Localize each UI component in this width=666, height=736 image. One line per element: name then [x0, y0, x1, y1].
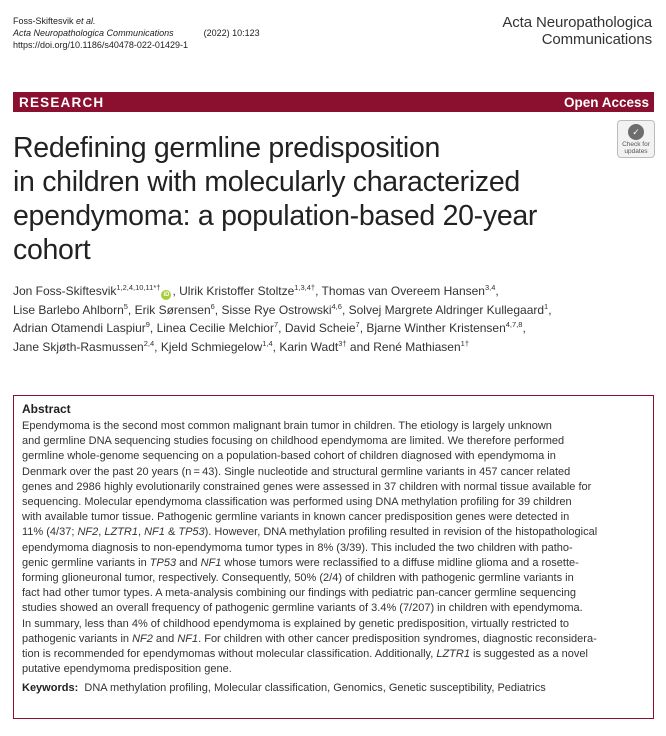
abstract-box: Abstract Ependymoma is the second most c…: [13, 395, 654, 719]
affiliation-sup: 1,4: [262, 338, 273, 348]
author-name[interactable]: , Linea Cecilie Melchior: [149, 321, 274, 335]
author-name[interactable]: , Thomas van Overeem Hansen: [315, 284, 485, 298]
author-name[interactable]: , Erik Sørensen: [127, 302, 211, 317]
affiliation-sup: 1†: [460, 338, 469, 348]
author-name[interactable]: , Karin Wadt: [272, 339, 339, 354]
author-name[interactable]: and René Mathiasen: [346, 339, 461, 354]
article-title: Redefining germline predisposition in ch…: [13, 132, 538, 266]
author-name[interactable]: , Ulrik Kristoffer Stoltze: [172, 284, 295, 298]
author-line: Jon Foss-Skiftesvik1,2,4,10,11*†iD, Ulri…: [13, 282, 653, 301]
abstract-line: studies showed an overall frequency of p…: [22, 602, 583, 615]
author-name[interactable]: ,: [522, 321, 526, 335]
abstract-line: germline whole-genome sequencing on a po…: [22, 450, 556, 463]
affiliation-sup: 7: [273, 320, 279, 329]
check-updates-icon: ✓: [628, 124, 644, 140]
abstract-line: forming glioneuronal tumor, respectively…: [22, 572, 574, 585]
citation-block: Foss-Skiftesvik et al. Acta Neuropatholo…: [13, 15, 260, 51]
abstract-line: Ependymoma is the second most common mal…: [22, 420, 552, 432]
author-name[interactable]: ,: [548, 302, 552, 317]
author-name[interactable]: , Bjarne Winther Kristensen: [359, 321, 506, 335]
abstract-line: putative ependymoma predisposition gene.: [22, 663, 232, 676]
author-name[interactable]: ,: [495, 284, 499, 298]
author-name[interactable]: , Solvej Margrete Aldringer Kullegaard: [341, 302, 545, 317]
author-line: Adrian Otamendi Laspiur9, Linea Cecilie …: [13, 319, 653, 338]
affiliation-sup: 2,4: [143, 338, 155, 348]
affiliation-sup: 5: [123, 301, 128, 311]
section-bar: RESEARCH Open Access: [13, 92, 654, 112]
keywords: Keywords: DNA methylation profiling, Mol…: [22, 682, 546, 695]
abstract-line: tion is recommended for ependymomas with…: [22, 648, 588, 661]
abstract-line: and germline DNA sequencing studies focu…: [22, 435, 565, 448]
abstract-line: sequencing. Molecular ependymoma classif…: [22, 496, 572, 509]
check-for-updates-badge[interactable]: ✓ Check for updates: [617, 120, 655, 158]
abstract-heading: Abstract: [22, 402, 71, 416]
affiliation-sup: 9: [145, 320, 150, 329]
abstract-line: ependymoma diagnosis to non-ependymoma t…: [22, 541, 573, 554]
citation-doi[interactable]: https://doi.org/10.1186/s40478-022-01429…: [13, 40, 188, 50]
author-name[interactable]: Jane Skjøth-Rasmussen: [13, 339, 144, 354]
abstract-text: Ependymoma is the second most common mal…: [22, 419, 647, 677]
abstract-line: Denmark over the past 20 years (n = 43).…: [22, 465, 571, 478]
section-label: RESEARCH: [19, 94, 105, 110]
open-access-label: Open Access: [563, 94, 649, 110]
abstract-line: genes and 2986 highly evolutionarily con…: [22, 480, 592, 493]
author-name[interactable]: Jon Foss-Skiftesvik: [13, 284, 117, 298]
affiliation-sup: 7: [355, 320, 360, 329]
citation-authors: Foss-Skiftesvik et al.: [13, 16, 96, 26]
journal-brand: Acta Neuropathologica Communications: [502, 14, 652, 48]
author-name[interactable]: , David Scheie: [278, 321, 356, 335]
affiliation-sup: 3,4: [484, 283, 496, 292]
abstract-line: with available tumor tissue. Pathogenic …: [22, 511, 570, 524]
affiliation-sup: 4,6: [331, 301, 342, 311]
affiliation-sup: 3†: [338, 338, 347, 348]
citation-journal: Acta Neuropathologica Communications (20…: [13, 28, 260, 38]
author-name[interactable]: Lise Barlebo Ahlborn: [13, 302, 124, 317]
affiliation-sup: 1: [544, 301, 549, 311]
author-name[interactable]: Adrian Otamendi Laspiur: [13, 321, 146, 335]
affiliation-sup: 6: [210, 301, 215, 311]
orcid-icon[interactable]: iD: [161, 290, 172, 300]
affiliation-sup: 1,2,4,10,11*†: [116, 283, 161, 292]
author-name[interactable]: , Kjeld Schmiegelow: [154, 339, 263, 354]
author-line: Lise Barlebo Ahlborn5, Erik Sørensen6, S…: [13, 301, 653, 320]
abstract-line: fact had other tumor types. A meta-analy…: [22, 587, 576, 600]
affiliation-sup: 1,3,4†: [294, 283, 316, 292]
abstract-line: genic germline variants in TP53 and NF1 …: [22, 556, 579, 569]
author-line: Jane Skjøth-Rasmussen2,4, Kjeld Schmiege…: [13, 338, 653, 357]
abstract-line: 11% (4/37; NF2, LZTR1, NF1 & TP53). Howe…: [22, 526, 598, 539]
affiliation-sup: 4,7,8: [505, 320, 523, 329]
abstract-line: In summary, less than 4% of childhood ep…: [22, 617, 570, 630]
author-list: Jon Foss-Skiftesvik1,2,4,10,11*†iD, Ulri…: [13, 282, 653, 356]
author-name[interactable]: , Sisse Rye Ostrowski: [214, 302, 332, 317]
abstract-line: pathogenic variants in NF2 and NF1. For …: [22, 632, 597, 645]
